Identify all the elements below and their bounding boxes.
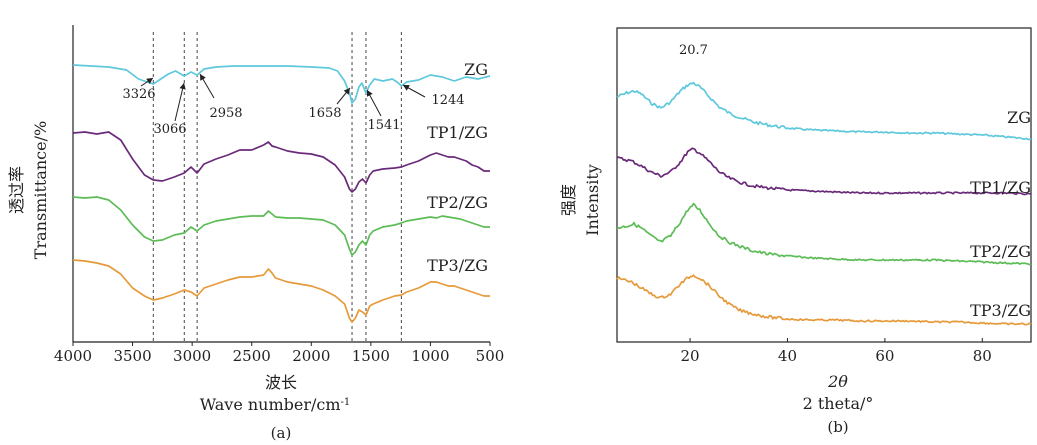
panel-a-x-tick: 2000 xyxy=(292,347,330,365)
panel-b-series-label: TP1/ZG xyxy=(970,178,1031,197)
panel-a-series-labels: ZG TP1/ZG TP2/ZG TP3/ZG xyxy=(427,60,488,275)
panel-a-series-label: TP2/ZG xyxy=(427,193,488,212)
panel-b-series-label: TP3/ZG xyxy=(970,301,1031,320)
panel-a-annotation-arrowhead xyxy=(343,88,350,95)
panel-a-series-line xyxy=(72,259,490,323)
panel-a-annotation: 1658 xyxy=(308,106,341,121)
panel-b-x-tick: 60 xyxy=(875,347,894,365)
panel-b-ylabel-cn: 强度 xyxy=(559,184,578,216)
panel-a-ftir: 4000 3500 3000 2500 2000 1500 1000 500 3326 3066… xyxy=(7,25,504,442)
panel-a-x-tick: 3500 xyxy=(113,347,151,365)
panel-a-xlabel-cn: 波长 xyxy=(265,373,297,392)
panel-a-series-label: TP3/ZG xyxy=(427,256,488,275)
panel-b-x-tick: 80 xyxy=(973,347,992,365)
panel-a-annotation: 2958 xyxy=(209,106,242,121)
panel-b-series-line xyxy=(616,147,1032,196)
panel-a-series-label: ZG xyxy=(464,60,488,79)
panel-a-annotation-arrowhead xyxy=(403,85,410,91)
panel-a-ylabel-cn: 透过率 xyxy=(7,166,26,214)
panel-a-series-line xyxy=(72,131,490,193)
panel-a-annotation-arrowhead xyxy=(367,90,373,97)
panel-a-annotation-arrow xyxy=(174,82,185,122)
panel-a-x-tick: 1500 xyxy=(352,347,390,365)
panel-b-series-label: ZG xyxy=(1007,108,1031,127)
panel-a-annotation-arrowhead xyxy=(200,74,206,81)
panel-a-annotation: 3066 xyxy=(153,122,186,137)
panel-b-caption: (b) xyxy=(827,418,848,436)
panel-b-annotation: 20.7 xyxy=(679,43,708,58)
panel-a-x-tick: 4000 xyxy=(54,347,92,365)
panel-a-series-line xyxy=(72,64,491,104)
panel-b-series-labels: ZG TP1/ZG TP2/ZG TP3/ZG xyxy=(970,108,1031,320)
panel-a-caption: (a) xyxy=(271,424,292,442)
panel-b-frame xyxy=(616,27,1032,343)
panel-b-tick-labels: 20 40 60 80 xyxy=(681,338,992,365)
panel-b-traces xyxy=(616,81,1032,326)
panel-a-ylabel: Transmittance/% xyxy=(31,121,50,259)
panel-a-x-tick: 3000 xyxy=(173,347,211,365)
panel-b-x-tick: 20 xyxy=(681,347,700,365)
panel-a-x-tick: 1000 xyxy=(411,347,449,365)
panel-a-x-tick: 500 xyxy=(476,347,505,365)
panel-b-series-line xyxy=(616,274,1032,326)
panel-a-annotation: 1541 xyxy=(367,118,400,133)
panel-b-series-label: TP2/ZG xyxy=(970,242,1031,261)
panel-b-ylabel: Intensity xyxy=(583,164,602,236)
panel-b-xlabel-italic: 2θ xyxy=(827,372,848,391)
panel-b-annotations: 20.7 xyxy=(679,43,708,58)
panel-a-series-line xyxy=(72,196,490,256)
panel-b-xrd: 20 40 60 80 20.7 ZG TP1/ZG TP2/ZG TP3/ZG 2θ 2 … xyxy=(559,27,1032,436)
panel-a-annotation-arrowhead xyxy=(179,83,186,90)
panel-a-annotations: 3326 3066 2958 1658 1541 1244 xyxy=(122,73,465,137)
panel-a-annotation: 1244 xyxy=(431,93,464,108)
panel-a-series-label: TP1/ZG xyxy=(427,123,488,142)
panel-a-x-tick: 2500 xyxy=(233,347,271,365)
panel-a-tick-labels: 4000 3500 3000 2500 2000 1500 1000 500 xyxy=(54,342,504,365)
panel-b-series-line xyxy=(616,202,1032,266)
panel-a-xlabel: Wave number/cm-1 xyxy=(200,395,351,414)
panel-a-dashed-lines xyxy=(152,32,402,342)
panel-a-annotation-arrowhead xyxy=(146,78,153,84)
panel-b-x-tick: 40 xyxy=(778,347,797,365)
panel-b-series-line xyxy=(616,81,1032,141)
panel-a-annotation: 3326 xyxy=(122,87,155,102)
panel-b-xlabel: 2 theta/° xyxy=(803,394,874,413)
panel-a-traces xyxy=(72,64,491,323)
